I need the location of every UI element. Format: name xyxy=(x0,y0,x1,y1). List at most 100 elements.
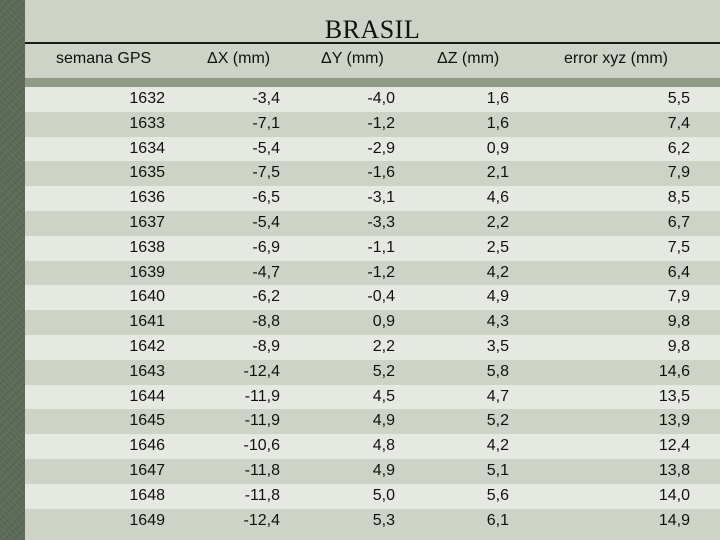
cell-error-xyz: 7,5 xyxy=(667,238,690,256)
table-row: 1633 -7,1 -1,2 1,6 7,4 xyxy=(25,111,720,137)
table-row: 1647 -11,8 4,9 5,1 13,8 xyxy=(25,458,720,484)
cell-delta-z: 1,6 xyxy=(486,90,509,107)
cell-semana-gps: 1644 xyxy=(129,387,165,405)
cell-delta-y: 5,0 xyxy=(372,486,395,504)
table-row: 1644 -11,9 4,5 4,7 13,5 xyxy=(25,384,720,410)
header-separator xyxy=(25,78,720,87)
cell-delta-y: -1,2 xyxy=(367,263,395,281)
table-row: 1642 -8,9 2,2 3,5 9,8 xyxy=(25,334,720,360)
cell-delta-y: 5,3 xyxy=(372,511,395,529)
cell-semana-gps: 1642 xyxy=(129,337,165,355)
cell-delta-z: 4,3 xyxy=(486,313,509,331)
cell-semana-gps: 1637 xyxy=(129,213,165,231)
cell-delta-z: 0,9 xyxy=(486,139,509,157)
cell-delta-x: -4,7 xyxy=(252,263,280,281)
cell-error-xyz: 9,8 xyxy=(667,313,690,331)
cell-semana-gps: 1632 xyxy=(129,90,165,107)
table-row: 1638 -6,9 -1,1 2,5 7,5 xyxy=(25,235,720,261)
cell-semana-gps: 1636 xyxy=(129,189,165,207)
cell-error-xyz: 13,8 xyxy=(658,461,690,479)
cell-error-xyz: 8,5 xyxy=(667,189,690,207)
cell-delta-z: 5,6 xyxy=(486,486,509,504)
table-row: 1645 -11,9 4,9 5,2 13,9 xyxy=(25,409,720,435)
cell-delta-y: -4,0 xyxy=(367,90,395,107)
cell-delta-z: 2,2 xyxy=(486,213,509,231)
cell-error-xyz: 6,2 xyxy=(667,139,690,157)
table-row: 1636 -6,5 -3,1 4,6 8,5 xyxy=(25,186,720,211)
cell-error-xyz: 7,9 xyxy=(667,164,690,182)
table-row: 1641 -8,8 0,9 4,3 9,8 xyxy=(25,310,720,335)
cell-delta-y: -3,3 xyxy=(367,213,395,231)
cell-error-xyz: 7,9 xyxy=(667,288,690,306)
cell-delta-y: -3,1 xyxy=(367,189,395,207)
header-delta-y: ΔY (mm) xyxy=(321,50,384,67)
cell-semana-gps: 1633 xyxy=(129,114,165,132)
cell-delta-y: 4,9 xyxy=(372,461,395,479)
cell-error-xyz: 13,9 xyxy=(658,412,690,430)
cell-delta-z: 4,7 xyxy=(486,387,509,405)
cell-delta-z: 1,6 xyxy=(486,114,509,132)
cell-delta-x: -7,5 xyxy=(252,164,280,182)
cell-delta-x: -12,4 xyxy=(243,362,280,380)
cell-delta-z: 5,1 xyxy=(486,461,509,479)
header-semana-gps: semana GPS xyxy=(56,50,152,67)
cell-delta-x: -3,4 xyxy=(252,90,280,107)
cell-delta-y: -1,1 xyxy=(367,238,395,256)
cell-delta-z: 5,8 xyxy=(486,362,509,380)
cell-delta-z: 4,2 xyxy=(486,437,509,455)
cell-delta-z: 4,9 xyxy=(486,288,509,306)
cell-error-xyz: 6,4 xyxy=(667,263,690,281)
header-error-xyz: error xyz (mm) xyxy=(564,50,668,67)
cell-delta-x: -5,4 xyxy=(252,213,280,231)
cell-delta-y: -0,4 xyxy=(367,288,395,306)
table-row: 1639 -4,7 -1,2 4,2 6,4 xyxy=(25,260,720,286)
table-row: 1635 -7,5 -1,6 2,1 7,9 xyxy=(25,161,720,187)
cell-semana-gps: 1640 xyxy=(129,288,165,306)
cell-delta-x: -11,8 xyxy=(244,461,280,479)
cell-semana-gps: 1645 xyxy=(129,412,165,430)
cell-delta-x: -6,2 xyxy=(252,288,280,306)
slide: BRASIL semana GPS ΔX (mm) ΔY (mm) ΔZ (mm… xyxy=(25,0,720,540)
cell-error-xyz: 9,8 xyxy=(667,337,690,355)
cell-delta-x: -11,9 xyxy=(244,412,280,430)
cell-error-xyz: 14,9 xyxy=(658,511,690,529)
cell-delta-z: 5,2 xyxy=(486,412,509,430)
header-delta-x: ΔX (mm) xyxy=(207,50,271,67)
cell-semana-gps: 1638 xyxy=(129,238,165,256)
cell-semana-gps: 1649 xyxy=(129,511,165,529)
table-row: 1637 -5,4 -3,3 2,2 6,7 xyxy=(25,210,720,236)
cell-delta-x: -6,9 xyxy=(252,238,280,256)
cell-delta-y: -1,2 xyxy=(367,114,395,132)
cell-delta-y: 0,9 xyxy=(372,313,395,331)
cell-semana-gps: 1648 xyxy=(129,486,165,504)
cell-delta-x: -11,8 xyxy=(244,486,280,504)
cell-semana-gps: 1646 xyxy=(129,437,165,455)
cell-semana-gps: 1634 xyxy=(129,139,165,157)
table-row: 1649 -12,4 5,3 6,1 14,9 xyxy=(25,508,720,534)
cell-delta-x: -5,4 xyxy=(252,139,280,157)
table-row: 1640 -6,2 -0,4 4,9 7,9 xyxy=(25,285,720,311)
cell-delta-x: -8,8 xyxy=(252,313,280,331)
cell-delta-z: 2,1 xyxy=(486,164,509,182)
table-row: 1632 -3,4 -4,0 1,6 5,5 xyxy=(25,87,720,112)
cell-delta-z: 2,5 xyxy=(486,238,509,256)
cell-error-xyz: 7,4 xyxy=(667,114,690,132)
table-row: 1646 -10,6 4,8 4,2 12,4 xyxy=(25,434,720,459)
cell-delta-x: -12,4 xyxy=(243,511,280,529)
cell-delta-y: 4,5 xyxy=(372,387,395,405)
cell-error-xyz: 14,0 xyxy=(658,486,690,504)
cell-delta-z: 3,5 xyxy=(486,337,509,355)
page-title: BRASIL xyxy=(324,15,421,44)
cell-delta-x: -10,6 xyxy=(243,437,280,455)
cell-delta-y: 5,2 xyxy=(372,362,395,380)
cell-delta-y: 4,8 xyxy=(372,437,395,455)
cell-semana-gps: 1635 xyxy=(129,164,165,182)
cell-semana-gps: 1643 xyxy=(129,362,165,380)
table-body: 1632 -3,4 -4,0 1,6 5,5 1633 -7,1 -1,2 1,6 7,4 1634… xyxy=(25,87,720,534)
cell-error-xyz: 14,6 xyxy=(658,362,690,380)
cell-semana-gps: 1641 xyxy=(129,313,165,331)
cell-error-xyz: 12,4 xyxy=(658,437,690,455)
cell-delta-x: -8,9 xyxy=(252,337,280,355)
cell-delta-y: -1,6 xyxy=(367,164,395,182)
table-row: 1643 -12,4 5,2 5,8 14,6 xyxy=(25,359,720,385)
